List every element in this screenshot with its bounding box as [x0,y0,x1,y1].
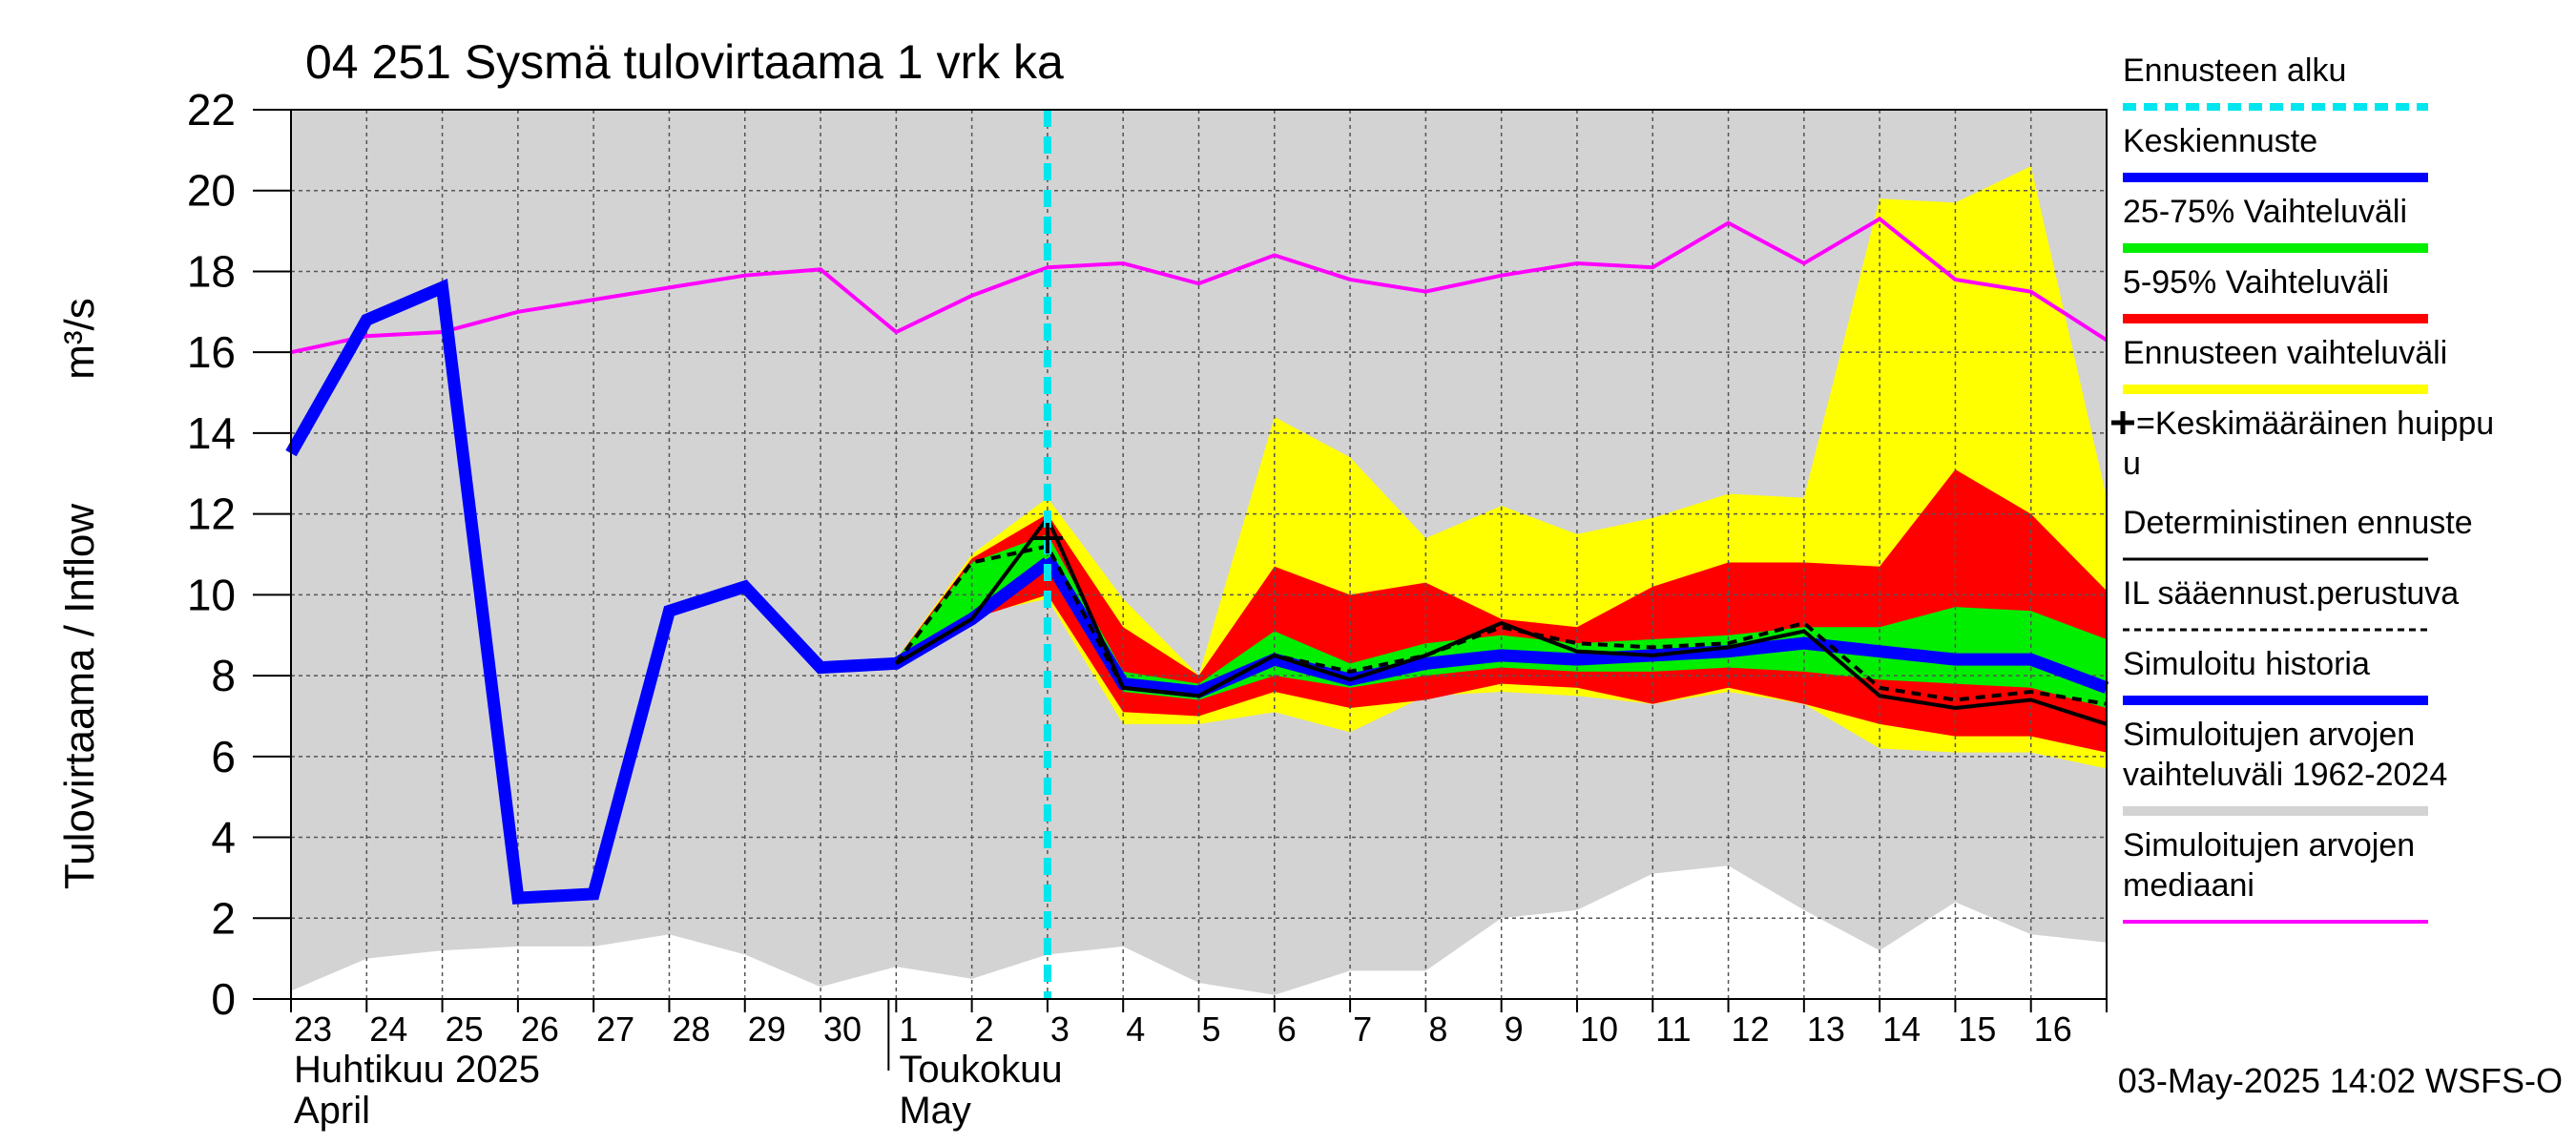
y-tick-label: 22 [187,85,236,135]
x-tick-label: 27 [596,1010,634,1049]
y-tick-label: 16 [187,327,236,377]
legend-peak-marker [2111,411,2134,434]
legend: Ennusteen alku Keskiennuste 25-75% Vaihtel… [2111,52,2494,924]
x-tick-label: 7 [1353,1010,1372,1049]
x-tick-label: 12 [1732,1010,1770,1049]
y-tick-label: 20 [187,166,236,216]
legend-label-line2: vaihteluväli 1962-2024 [2123,757,2447,793]
month-label-en: April [294,1090,370,1132]
y-tick-label: 4 [211,813,236,863]
legend-label: Simuloitujen arvojen [2123,827,2415,864]
x-tick-label: 13 [1807,1010,1845,1049]
legend-label: Simuloitujen arvojen [2123,717,2415,753]
x-tick-label: 24 [369,1010,407,1049]
y-tick-label: 14 [187,408,236,458]
month-label: Huhtikuu 2025 [294,1049,540,1091]
x-tick-label: 3 [1050,1010,1070,1049]
y-tick-label: 0 [211,974,236,1024]
x-tick-label: 10 [1580,1010,1618,1049]
x-tick-label: 28 [672,1010,710,1049]
x-tick-label: 25 [446,1010,484,1049]
x-tick-label: 15 [1958,1010,1996,1049]
x-tick-label: 5 [1202,1010,1221,1049]
month-label-en: May [899,1090,971,1132]
x-tick-label: 6 [1278,1010,1297,1049]
x-tick-label: 16 [2034,1010,2072,1049]
legend-label: IL sääennust.perustuva [2123,575,2459,612]
legend-label-line2: mediaani [2123,867,2254,904]
legend-label-line2: u [2123,446,2141,482]
x-tick-label: 26 [521,1010,559,1049]
legend-label: 5-95% Vaihteluväli [2123,264,2389,301]
il-forecast-line [894,544,2108,706]
y-tick-label: 10 [187,570,236,619]
plot-area [285,110,2109,999]
x-tick-label: 8 [1428,1010,1447,1049]
x-tick-label: 30 [823,1010,862,1049]
timestamp: 03-May-2025 14:02 WSFS-O [2118,1061,2563,1100]
x-tick-label: 29 [748,1010,786,1049]
y-tick-label: 12 [187,489,236,539]
legend-label: Deterministinen ennuste [2123,505,2473,541]
y-axis-unit: m³/s [56,298,103,380]
legend-label: Ennusteen alku [2123,52,2346,89]
y-axis-label: Tulovirtaama / Inflow [56,504,103,890]
y-tick-label: 8 [211,651,236,700]
deterministic-line [895,513,2108,726]
median-line [290,216,2109,355]
x-tick-label: 23 [294,1010,332,1049]
legend-label: 25-75% Vaihteluväli [2123,194,2407,230]
y-tick-label: 18 [187,246,236,296]
mean-peak-marker [1031,523,1063,554]
x-tick-label: 14 [1882,1010,1921,1049]
x-tick-label: 2 [975,1010,994,1049]
chart-title: 04 251 Sysmä tulovirtaama 1 vrk ka [305,35,1064,89]
month-label: Toukokuu [899,1049,1062,1091]
legend-label: =Keskimääräinen huippu [2136,406,2494,442]
legend-label: Ennusteen vaihteluväli [2123,335,2447,371]
legend-label: Simuloitu historia [2123,646,2370,682]
x-tick-label: 1 [899,1010,918,1049]
p5-95-band [896,469,2108,753]
x-tick-label: 11 [1655,1010,1691,1049]
legend-label: Keskiennuste [2123,123,2317,159]
y-tick-label: 2 [211,893,236,943]
x-tick-label: 9 [1505,1010,1524,1049]
x-tick-label: 4 [1126,1010,1145,1049]
p25-75-band [896,533,2108,708]
y-tick-label: 6 [211,732,236,781]
